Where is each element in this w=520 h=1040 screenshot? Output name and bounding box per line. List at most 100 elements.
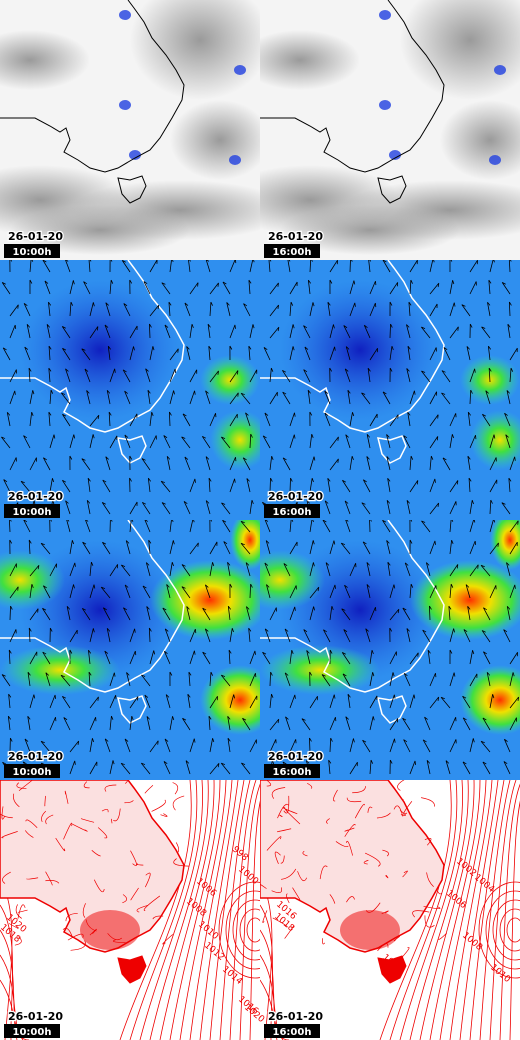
wind-arrow [189,390,196,405]
isobar [449,780,493,1040]
wind-arrow [69,280,75,295]
wind-arrow [46,324,51,339]
isobar [409,780,469,1040]
wind-arrow [441,370,451,383]
wind-arrow [449,326,459,339]
wind-arrow [129,477,132,493]
wind-arrow [87,477,91,493]
isobar [119,780,192,1040]
wind-arrow [123,303,131,317]
wind-arrow [49,694,56,709]
wind-arrow [69,455,73,471]
wind-arrow [289,324,295,339]
wind-arrow [369,348,378,361]
wind-arrow [449,260,453,273]
terrain-contour [111,818,113,824]
isobar [489,780,517,1040]
isobar [219,780,251,1040]
wind-arrow [389,367,393,383]
wind-arrow [289,649,294,665]
wind-arrow [207,323,211,339]
time-box [4,764,60,778]
wind-arrow [269,739,277,753]
wind-arrow [66,520,71,533]
wind-arrow [448,605,452,621]
wind-arrow [369,413,378,427]
wind-arrow [509,520,519,533]
cloud [10,205,190,255]
wind-arrow [469,281,477,295]
wind-arrow [229,324,236,339]
terrain-contour [385,874,389,879]
wind-arrow [409,390,416,405]
wind-arrow [345,434,351,449]
wind-arrow [145,562,151,577]
time-label: 16:00h [273,1027,312,1038]
wind-arrow [366,562,371,577]
wind-arrow [129,628,136,643]
terrain-contour [45,814,54,825]
terrain-contour [352,786,366,794]
wind-arrow [6,412,11,427]
wind-arrow [266,584,271,599]
terrain-contour [144,872,151,888]
wind-arrow [329,260,338,273]
wind-arrow [245,412,251,427]
wind-arrow [349,280,356,295]
wind-arrow [429,696,440,709]
terrain-contour [15,904,22,919]
map-panel: 26-01-20 16:00h [260,0,520,260]
calm [20,280,180,420]
wind-arrow [386,434,391,449]
wind-arrow [209,370,219,383]
wind-arrow [48,345,52,361]
wind-arrow [503,761,511,775]
wind-arrow [463,629,471,643]
isobar [218,881,260,979]
wind-arrow [229,260,237,273]
wind-arrow [149,260,158,273]
terrain-contour [160,813,168,817]
wind-arrow [89,326,99,339]
terrain-contour [333,789,338,802]
wind-arrow [126,672,131,687]
wind-arrow [469,434,477,449]
wind-arrow [248,627,252,643]
wind-arrow [66,606,71,621]
terrain-contour [262,910,268,923]
terrain-contour [83,781,90,789]
terrain-contour [18,780,33,792]
terrain-contour [41,810,47,823]
rain [494,65,506,75]
wind-arrow [166,456,171,471]
isobar [509,800,520,1040]
wind-arrow [42,260,51,273]
wind-arrow [349,738,355,753]
wind-arrow [106,628,111,643]
wind-arrow [69,760,76,775]
wind-arrow [169,671,173,687]
wind-arrow [487,345,492,361]
terrain-contour [344,824,356,837]
wind-arrow [389,414,399,427]
wind-arrow [109,435,118,449]
wind-arrow [209,282,219,295]
wind-arrow [165,694,171,709]
wind-arrow [429,672,437,687]
rain [489,155,501,165]
wind-arrow [149,650,156,665]
wind-arrow [325,562,331,577]
wind-arrow [409,520,413,533]
wind-arrow [69,301,74,317]
wind-arrow [65,500,71,515]
terrain-contour [24,830,34,838]
time-box [4,504,60,518]
wind-arrow [489,499,493,515]
terrain-contour [438,932,447,940]
wind-arrow [144,520,151,533]
wind-arrow [124,390,131,405]
wind-arrow [449,583,454,599]
isobar [199,780,239,1040]
wind-arrow [269,282,279,295]
